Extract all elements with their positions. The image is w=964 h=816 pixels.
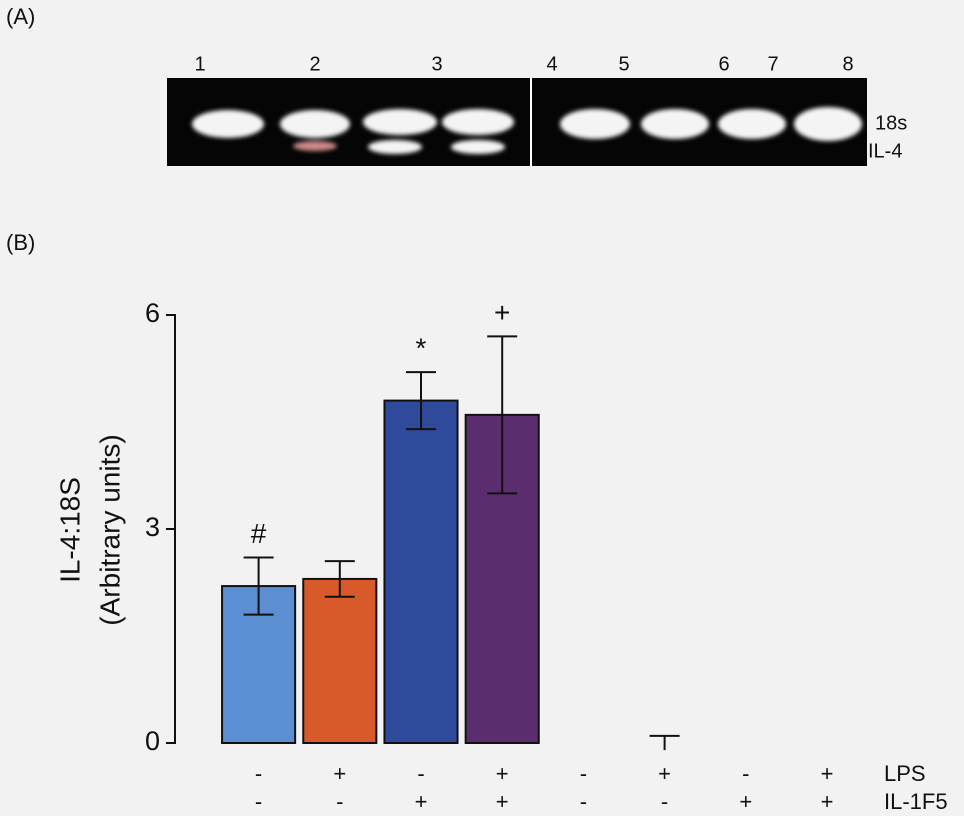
- band-il4: [293, 141, 337, 151]
- error-bar: [243, 556, 274, 616]
- treatment-sign: +: [658, 761, 671, 786]
- treatment-sign: -: [417, 761, 424, 786]
- treatment-sign: +: [496, 789, 509, 814]
- treatment-sign: -: [580, 761, 587, 786]
- bar: [302, 577, 378, 745]
- y-axis-label: IL-4:18S: [54, 477, 85, 583]
- band-18s: [192, 110, 264, 138]
- treatment-name: IL-1F5: [884, 789, 948, 814]
- significance-mark: *: [416, 332, 427, 363]
- band-18s: [280, 110, 350, 138]
- error-bar: [649, 734, 680, 751]
- error-bar: [324, 560, 355, 598]
- band-label: IL-4: [868, 140, 902, 162]
- panel-label: (A): [6, 4, 35, 29]
- treatment-sign: +: [821, 761, 834, 786]
- y-tick-label: 0: [145, 726, 160, 756]
- treatment-sign: -: [255, 789, 262, 814]
- error-bar: [487, 335, 518, 495]
- y-tick-label: 3: [145, 512, 160, 542]
- band-label: 18s: [875, 112, 907, 134]
- band-18s: [718, 109, 786, 139]
- treatment-sign: +: [496, 761, 509, 786]
- gel: [167, 78, 867, 166]
- treatment-sign: +: [415, 789, 428, 814]
- treatment-sign: -: [742, 761, 749, 786]
- lane-number: 5: [618, 53, 629, 75]
- lane-number: 7: [767, 53, 778, 75]
- band-18s: [794, 107, 862, 141]
- treatment-sign: -: [336, 789, 343, 814]
- band-18s: [442, 109, 514, 135]
- y-axis-label: (Arbitrary units): [94, 434, 125, 625]
- treatment-sign: -: [580, 789, 587, 814]
- significance-mark: #: [251, 518, 267, 549]
- lane-number: 1: [194, 53, 205, 75]
- panel-label: (B): [6, 230, 35, 255]
- y-tick-label: 6: [145, 298, 160, 328]
- treatment-sign: +: [333, 761, 346, 786]
- lane-number: 4: [546, 53, 557, 75]
- error-bar: [406, 371, 436, 431]
- treatment-sign: +: [821, 789, 834, 814]
- band-il4: [451, 140, 505, 154]
- lane-number: 3: [431, 53, 442, 75]
- band-18s: [641, 109, 709, 139]
- lane-number: 6: [718, 53, 729, 75]
- treatment-sign: +: [739, 789, 752, 814]
- gel-bands: [192, 107, 862, 154]
- band-il4: [368, 140, 422, 154]
- treatment-sign: -: [255, 761, 262, 786]
- band-18s: [363, 109, 437, 135]
- treatment-name: LPS: [884, 761, 926, 786]
- significance-mark: +: [494, 297, 510, 328]
- band-18s: [560, 109, 630, 139]
- treatment-sign: -: [661, 789, 668, 814]
- lane-number: 2: [309, 53, 320, 75]
- lane-number: 8: [842, 53, 853, 75]
- bar: [383, 399, 459, 744]
